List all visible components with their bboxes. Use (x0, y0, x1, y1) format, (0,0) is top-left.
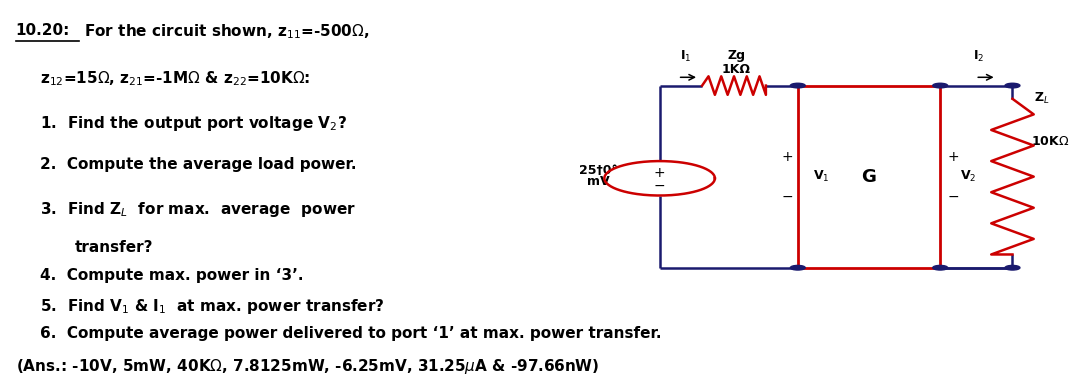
Text: +: + (947, 150, 959, 164)
Text: Z$_L$: Z$_L$ (1034, 91, 1050, 106)
Circle shape (933, 265, 948, 270)
Text: 25†0°: 25†0° (578, 164, 617, 176)
Bar (798, 86, 941, 268)
Text: transfer?: transfer? (75, 240, 154, 255)
Text: +: + (654, 166, 665, 180)
Text: G: G (861, 168, 876, 186)
Text: −: − (782, 190, 793, 203)
Text: V$_1$: V$_1$ (813, 169, 830, 184)
Circle shape (1005, 265, 1020, 270)
Text: mV: mV (587, 175, 610, 188)
Text: −: − (654, 179, 665, 193)
Text: I$_1$: I$_1$ (680, 49, 692, 64)
Text: +: + (782, 150, 793, 164)
Text: 5.  Find V$_1$ & I$_1$  at max. power transfer?: 5. Find V$_1$ & I$_1$ at max. power tran… (40, 297, 385, 316)
Text: 2.  Compute the average load power.: 2. Compute the average load power. (40, 157, 357, 172)
Text: 1.  Find the output port voltage V$_2$?: 1. Find the output port voltage V$_2$? (40, 114, 347, 133)
Text: Zg: Zg (727, 49, 745, 62)
Circle shape (1005, 83, 1020, 88)
Text: 6.  Compute average power delivered to port ‘1’ at max. power transfer.: 6. Compute average power delivered to po… (40, 326, 661, 341)
Text: z$_{12}$=15$\Omega$, z$_{21}$=-1M$\Omega$ & z$_{22}$=10K$\Omega$:: z$_{12}$=15$\Omega$, z$_{21}$=-1M$\Omega… (40, 69, 311, 88)
Text: 10K$\Omega$: 10K$\Omega$ (1031, 135, 1069, 149)
Text: 10.20:: 10.20: (15, 23, 70, 38)
Circle shape (790, 83, 805, 88)
Circle shape (933, 83, 948, 88)
Text: V$_2$: V$_2$ (960, 169, 976, 184)
Text: −: − (947, 190, 959, 203)
Text: 3.  Find Z$_L$  for max.  average  power: 3. Find Z$_L$ for max. average power (40, 200, 356, 219)
Text: 1KΩ: 1KΩ (721, 63, 750, 76)
Text: I$_2$: I$_2$ (973, 49, 984, 64)
Text: (Ans.: -10V, 5mW, 40K$\Omega$, 7.8125mW, -6.25mV, 31.25$\mu$A & -97.66nW): (Ans.: -10V, 5mW, 40K$\Omega$, 7.8125mW,… (15, 357, 599, 376)
Text: 4.  Compute max. power in ‘3’.: 4. Compute max. power in ‘3’. (40, 268, 303, 283)
Text: For the circuit shown, z$_{11}$=-500$\Omega$,: For the circuit shown, z$_{11}$=-500$\Om… (84, 23, 369, 41)
Circle shape (790, 265, 805, 270)
